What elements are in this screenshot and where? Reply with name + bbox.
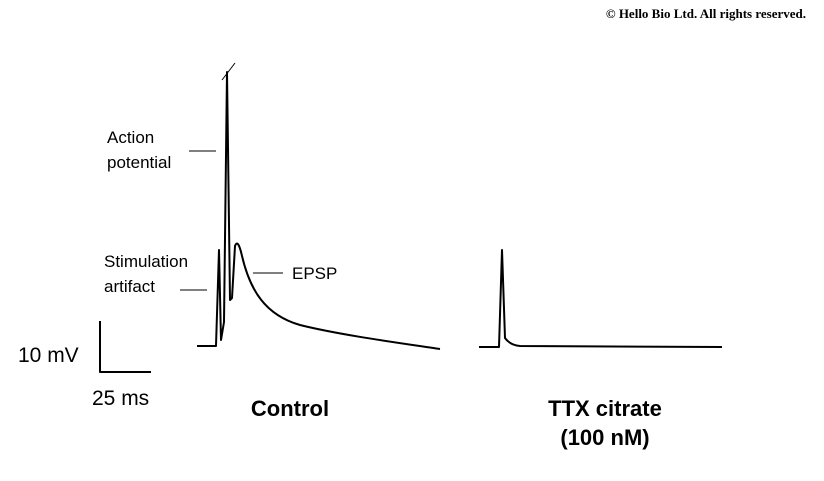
axis-break — [221, 62, 236, 81]
panel-label: (100 nM) — [560, 425, 649, 450]
annotation-label: Action — [107, 128, 154, 147]
scale-label: 25 ms — [92, 387, 149, 410]
panel-label: TTX citrate — [548, 396, 662, 421]
annotation-label: Stimulation — [104, 252, 188, 271]
copyright: © Hello Bio Ltd. All rights reserved. — [606, 6, 806, 21]
scale-bar — [99, 321, 151, 373]
ttx-trace — [479, 249, 723, 348]
annotation-label: EPSP — [292, 264, 337, 283]
annotation-label: artifact — [104, 277, 155, 296]
scale-label: 10 mV — [18, 344, 79, 367]
panel-label: Control — [251, 396, 329, 421]
control-trace — [197, 71, 441, 350]
annotation-label: potential — [107, 153, 171, 172]
